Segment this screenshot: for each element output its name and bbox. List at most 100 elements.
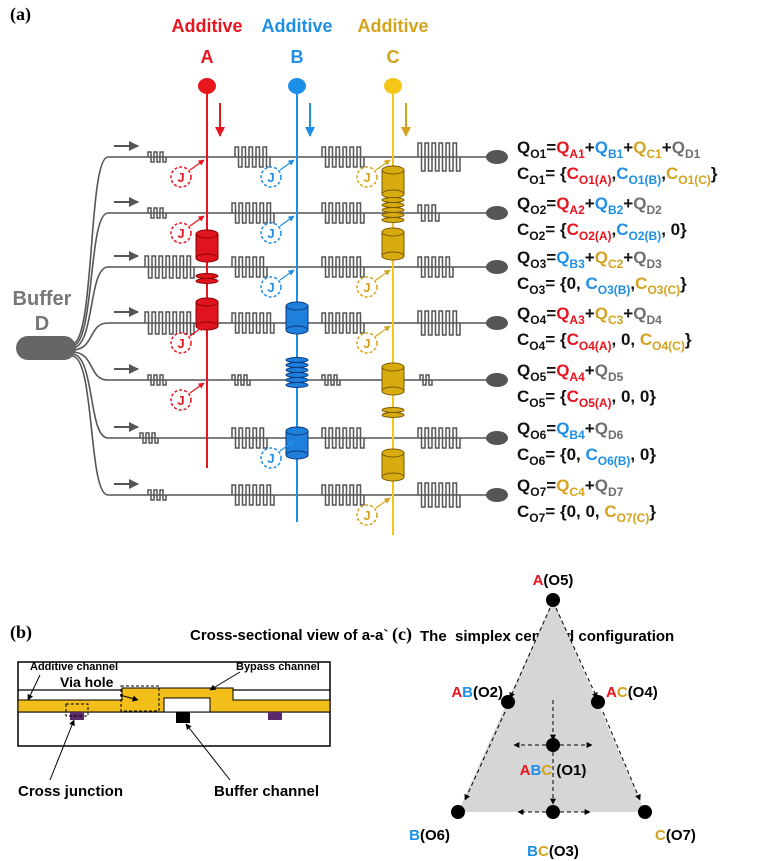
point-label: AC(O4) xyxy=(606,684,658,701)
junction-label: J xyxy=(267,451,274,466)
equation-subscript: O7 xyxy=(529,511,545,525)
equation-part: + xyxy=(623,304,633,323)
equation-subscript: A2 xyxy=(569,203,585,217)
equation-part: Q xyxy=(595,138,608,157)
equation-part: Q xyxy=(595,361,608,380)
equation: QO6=QB4+QD6 xyxy=(517,419,624,442)
equation: CO7= {0, 0, CO7(C)} xyxy=(517,502,656,525)
serpentine xyxy=(232,485,274,505)
point-letter: C xyxy=(655,827,666,844)
design-point xyxy=(546,738,560,752)
equation-part: + xyxy=(623,138,633,157)
junction-label: J xyxy=(363,508,370,523)
design-point xyxy=(591,695,605,709)
equation-subscript: C2 xyxy=(608,257,624,271)
equation-part: Q xyxy=(556,361,569,380)
via-cylinder xyxy=(286,427,308,435)
additive-label: Additive xyxy=(261,16,332,36)
serpentine xyxy=(322,147,364,167)
equation: QO3=QB3+QC2+QD3 xyxy=(517,248,662,271)
via-cylinder xyxy=(196,254,218,262)
equation-subscript: O2 xyxy=(529,229,545,243)
equation-part: C xyxy=(585,445,597,464)
equation: QO2=QA2+QB2+QD2 xyxy=(517,194,662,217)
junction-arrow xyxy=(280,270,294,280)
equation-part: C xyxy=(640,330,652,349)
equation-subscript: O4 xyxy=(530,313,546,327)
junction-label: J xyxy=(177,226,184,241)
junction-label: J xyxy=(363,170,370,185)
equation-part: Q xyxy=(556,138,569,157)
junction-arrow xyxy=(280,160,294,170)
equation-subscript: O4 xyxy=(529,339,545,353)
bypass-coil xyxy=(286,368,308,373)
via-cylinder xyxy=(382,473,404,481)
equation-subscript: C1 xyxy=(646,147,662,161)
equation-part: = { xyxy=(545,330,567,349)
equation-part: C xyxy=(517,502,529,521)
panel-label: (b) xyxy=(10,622,32,643)
equation-part: Q xyxy=(595,304,608,323)
equation: CO6= {0, CO6(B), 0} xyxy=(517,445,656,468)
point-label: AB(O2) xyxy=(451,684,503,701)
serpentine xyxy=(145,312,194,334)
junction-arrow xyxy=(376,498,390,508)
design-point xyxy=(451,805,465,819)
outlet xyxy=(486,260,508,274)
equation-subscript: C3 xyxy=(608,313,624,327)
equation-part: + xyxy=(662,138,672,157)
equation-subscript: O4(C) xyxy=(652,339,685,353)
channel xyxy=(72,213,108,346)
bypass-coil xyxy=(382,203,404,208)
equation-subscript: O2(B) xyxy=(629,229,662,243)
bypass-coil xyxy=(286,373,308,378)
equation: CO2= {CO2(A),CO2(B), 0} xyxy=(517,220,687,243)
equation-part: C xyxy=(517,220,529,239)
equation-subscript: O5 xyxy=(530,370,546,384)
point-output: (O5) xyxy=(543,572,573,589)
equation-part: Q xyxy=(517,248,530,267)
bypass-coil xyxy=(286,363,308,368)
equation-subscript: O1 xyxy=(529,173,545,187)
point-output: (O6) xyxy=(420,827,450,844)
point-letter: C xyxy=(541,762,552,779)
point-letter: C xyxy=(617,684,628,701)
additive-label: Additive xyxy=(357,16,428,36)
equation-subscript: O5(A) xyxy=(579,396,612,410)
equation-subscript: A4 xyxy=(569,370,585,384)
additive-label: C xyxy=(387,47,400,67)
via-cylinder xyxy=(382,228,404,236)
serpentine xyxy=(322,313,364,333)
design-point xyxy=(501,695,515,709)
serpentine xyxy=(322,375,340,385)
junction-arrow xyxy=(376,326,390,336)
equation-subscript: O3 xyxy=(529,283,545,297)
via-cylinder xyxy=(382,252,404,260)
serpentine xyxy=(232,203,274,223)
bypass-coil xyxy=(196,274,218,279)
junction-label: J xyxy=(267,226,274,241)
bypass-coil xyxy=(382,218,404,223)
equation-part: + xyxy=(585,248,595,267)
point-label: BC(O3) xyxy=(527,843,579,860)
equation-part: C xyxy=(567,164,579,183)
equation-part: = { xyxy=(545,387,567,406)
equation-subscript: B2 xyxy=(608,203,624,217)
equation-part: } xyxy=(649,502,656,521)
point-letter: B xyxy=(530,762,541,779)
equation-subscript: A1 xyxy=(569,147,585,161)
serpentine xyxy=(418,311,460,335)
equation-part: + xyxy=(623,194,633,213)
junction-label: J xyxy=(267,170,274,185)
point-output: (O4) xyxy=(628,684,658,701)
serpentine xyxy=(148,375,166,385)
equation-part: C xyxy=(616,220,628,239)
buffer-label: Buffer xyxy=(13,288,72,310)
equation-subscript: O3(C) xyxy=(647,283,680,297)
equation: QO5=QA4+QD5 xyxy=(517,361,624,384)
label: Buffer channel xyxy=(214,783,319,800)
equation-part: Q xyxy=(633,138,646,157)
equation-part: Q xyxy=(556,419,569,438)
equation-part: } xyxy=(680,274,687,293)
via-cylinder xyxy=(286,451,308,459)
